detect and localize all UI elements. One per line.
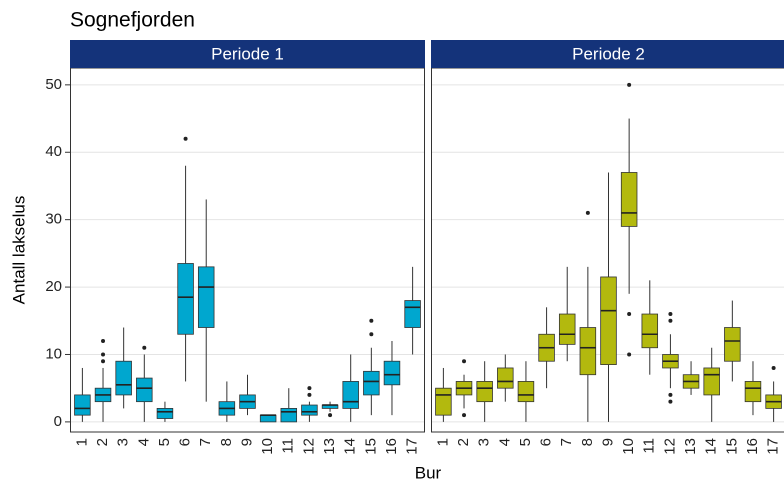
- strip: [70, 40, 425, 68]
- box: [724, 327, 741, 362]
- box: [177, 263, 194, 335]
- outlier: [627, 82, 632, 87]
- x-tick-label: 13: [682, 438, 699, 455]
- box: [620, 172, 638, 227]
- x-tick-label: 4: [135, 438, 152, 446]
- box: [435, 387, 452, 416]
- box: [280, 408, 298, 423]
- strip-label: Periode 1: [211, 44, 284, 63]
- x-tick-label: 15: [362, 438, 379, 455]
- outlier: [369, 318, 374, 323]
- strip: [431, 40, 784, 68]
- outlier: [627, 352, 632, 357]
- outlier: [668, 318, 673, 323]
- x-tick-label: 17: [765, 438, 782, 455]
- box: [579, 327, 597, 376]
- box: [259, 414, 277, 423]
- box: [517, 381, 535, 403]
- x-tick-label: 12: [300, 438, 317, 455]
- x-tick-label: 8: [579, 438, 596, 446]
- strip-label: Periode 2: [572, 44, 645, 63]
- y-tick-label: 10: [45, 345, 62, 362]
- x-tick-label: 14: [342, 438, 359, 455]
- x-tick-label: 5: [517, 438, 534, 446]
- outlier: [307, 392, 312, 397]
- box: [600, 276, 617, 365]
- y-tick-label: 40: [45, 143, 62, 160]
- x-tick-label: 16: [744, 438, 761, 455]
- x-tick-label: 6: [177, 438, 194, 446]
- x-tick-label: 5: [156, 438, 173, 446]
- outlier: [101, 339, 106, 343]
- outlier: [101, 359, 106, 364]
- box: [641, 313, 659, 349]
- box: [383, 360, 401, 386]
- x-tick-label: 9: [238, 438, 255, 446]
- outlier: [328, 413, 333, 418]
- box: [363, 370, 380, 396]
- x-tick-label: 15: [723, 438, 740, 455]
- x-tick-label: 17: [404, 438, 421, 455]
- x-tick-label: 7: [197, 438, 214, 446]
- x-tick-label: 9: [599, 438, 616, 446]
- outlier: [101, 352, 106, 357]
- x-tick-label: 16: [383, 438, 400, 455]
- x-tick-label: 1: [73, 438, 90, 446]
- chart-title: Sognefjorden: [70, 9, 195, 32]
- x-tick-label: 12: [661, 438, 678, 455]
- x-tick-label: 10: [259, 438, 276, 455]
- outlier: [307, 386, 312, 391]
- box: [342, 381, 359, 409]
- panel: [70, 68, 425, 432]
- y-tick-label: 50: [45, 76, 62, 93]
- x-tick-label: 6: [538, 438, 555, 446]
- box: [136, 377, 153, 403]
- box: [703, 367, 720, 396]
- box: [197, 266, 215, 328]
- box: [744, 381, 762, 403]
- box: [558, 313, 576, 345]
- x-tick-label: 11: [641, 438, 658, 454]
- box: [115, 360, 132, 396]
- outlier: [462, 413, 467, 418]
- outlier: [668, 392, 673, 397]
- outlier: [771, 365, 776, 370]
- outlier: [462, 359, 467, 364]
- x-tick-label: 14: [703, 438, 720, 455]
- box: [156, 408, 174, 419]
- box: [74, 394, 91, 416]
- x-tick-label: 2: [455, 438, 472, 446]
- panel: [431, 68, 784, 432]
- outlier: [183, 136, 188, 141]
- box: [497, 367, 514, 389]
- x-tick-label: 7: [558, 438, 575, 446]
- y-tick-label: 20: [45, 278, 62, 295]
- x-tick-label: 8: [218, 438, 235, 446]
- x-tick-label: 4: [496, 438, 513, 446]
- x-tick-label: 13: [321, 438, 338, 455]
- y-axis-label: Antall lakselus: [9, 196, 28, 305]
- x-tick-label: 3: [115, 438, 132, 446]
- outlier: [627, 312, 632, 317]
- y-tick-label: 30: [45, 211, 62, 228]
- y-tick-label: 0: [54, 413, 62, 430]
- outlier: [585, 210, 590, 215]
- x-axis-label: Bur: [415, 463, 442, 482]
- box: [476, 381, 493, 403]
- x-tick-label: 3: [476, 438, 493, 446]
- x-tick-label: 2: [94, 438, 111, 446]
- x-tick-label: 1: [434, 438, 451, 446]
- outlier: [142, 345, 147, 350]
- panel-bg: [431, 68, 784, 432]
- x-tick-label: 11: [280, 438, 297, 454]
- outlier: [668, 399, 673, 404]
- x-tick-label: 10: [620, 438, 637, 455]
- outlier: [668, 312, 673, 317]
- outlier: [369, 332, 374, 337]
- box: [404, 300, 421, 328]
- box: [301, 404, 318, 416]
